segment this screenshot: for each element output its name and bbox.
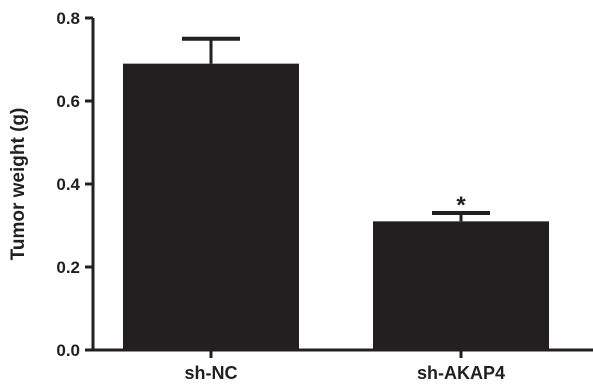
y-tick-label: 0.0 <box>56 341 80 360</box>
x-axis: sh-NC sh-AKAP4 <box>91 348 593 383</box>
y-axis-title: Tumor weight (g) <box>8 108 29 261</box>
x-tick-label: sh-AKAP4 <box>417 363 505 383</box>
significance-marker: * <box>456 192 466 219</box>
y-tick-label: 0.4 <box>56 175 80 194</box>
y-tick-label: 0.2 <box>56 258 80 277</box>
y-tick-label: 0.8 <box>56 9 80 28</box>
x-tick-label: sh-NC <box>185 363 238 383</box>
bars: * <box>123 36 549 351</box>
y-tick-label: 0.6 <box>56 92 80 111</box>
bar <box>123 63 299 351</box>
bar <box>373 221 549 350</box>
y-axis: 0.0 0.2 0.4 0.6 0.8 <box>56 9 95 360</box>
